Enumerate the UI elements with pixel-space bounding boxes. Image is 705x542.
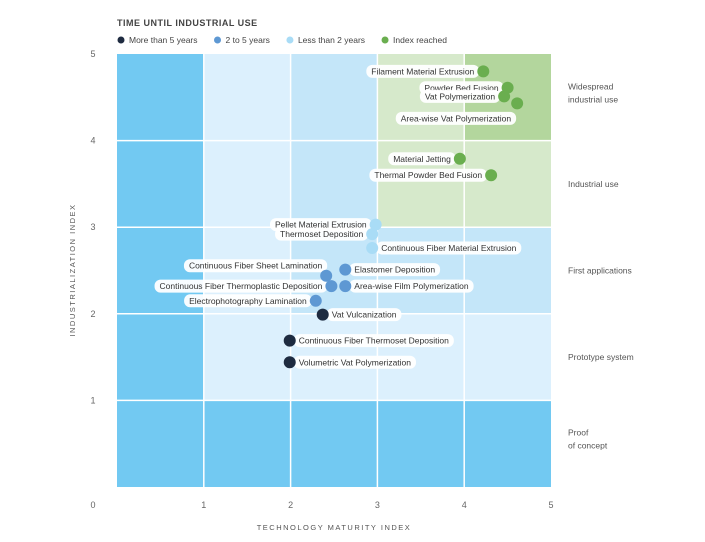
legend-label-reached: Index reached [393,35,447,45]
svg-text:Filament Material Extrusion: Filament Material Extrusion [371,66,474,76]
data-point-reached[interactable] [453,152,466,165]
svg-text:Vat Vulcanization: Vat Vulcanization [332,310,397,320]
svg-text:Continuous Fiber Thermoset Dep: Continuous Fiber Thermoset Deposition [299,336,449,346]
data-point-2to5[interactable] [339,280,352,293]
zone-cell [464,140,551,228]
point-markers [283,65,524,369]
point-label: Area-wise Film Polymerization [349,279,474,293]
legend-marker-lt2 [286,36,294,44]
zone-cell [464,227,551,314]
zone-cell [464,313,551,401]
zone-cell [464,400,551,487]
x-tick-label: 0 [90,500,95,510]
y-category-labels: Proof of concept Prototype system First app… [568,81,634,450]
data-point-2to5[interactable] [309,294,322,307]
x-tick-label: 2 [288,500,293,510]
x-tick-label: 3 [375,500,380,510]
x-axis-label: TECHNOLOGY MATURITY INDEX [257,523,412,532]
data-point-lt2[interactable] [366,228,379,241]
legend-label-2to5: 2 to 5 years [226,35,270,45]
svg-text:Vat Polymerization: Vat Polymerization [425,91,496,101]
zone-cell [203,400,291,487]
data-point-reached[interactable] [477,65,490,78]
data-point-gt5[interactable] [316,308,329,321]
point-label: Thermoset Deposition [275,227,369,241]
data-point-reached[interactable] [511,97,524,110]
y-category-label: First applications [568,266,632,276]
x-tick-label: 1 [201,500,206,510]
svg-text:Area-wise Film Polymerization: Area-wise Film Polymerization [354,281,469,291]
legend-label-gt5: More than 5 years [129,35,198,45]
x-tick-label: 5 [548,500,553,510]
point-label: Area-wise Vat Polymerization [395,111,517,125]
chart-title: TIME UNTIL INDUSTRIAL USE [117,18,258,28]
svg-text:Volumetric Vat Polymerization: Volumetric Vat Polymerization [299,357,412,367]
svg-text:Continuous Fiber Thermoplastic: Continuous Fiber Thermoplastic Depositio… [160,281,323,291]
zone-cell [290,140,378,228]
y-category-label: Industrial use [568,179,619,189]
point-label: Continuous Fiber Material Extrusion [376,241,522,255]
zone-cell [117,400,204,487]
point-label: Vat Vulcanization [326,308,402,322]
legend-marker-gt5 [117,36,125,44]
y-category-label: Widespread industrial use [568,81,618,104]
point-label: Volumetric Vat Polymerization [293,355,417,369]
svg-text:Powder Bed Fusion: Powder Bed Fusion [424,83,498,93]
data-point-2to5[interactable] [320,269,333,282]
axis-ticks: 0 1 2 3 4 5 1 2 3 4 5 [90,49,553,510]
zone-cell [377,400,465,487]
y-tick-label: 3 [90,222,95,232]
data-point-2to5[interactable] [325,280,338,293]
y-tick-label: 5 [90,49,95,59]
point-label: Continuous Fiber Sheet Lamination [183,259,328,273]
data-point-reached[interactable] [498,90,511,103]
point-label: Continuous Fiber Thermoplastic Depositio… [154,279,328,293]
point-label: Electrophotography Lamination [184,294,312,308]
legend-marker-reached [381,36,389,44]
svg-text:Elastomer Deposition: Elastomer Deposition [354,265,435,275]
y-axis-label: INDUSTRIALIZATION INDEX [68,203,77,336]
point-label: Material Jetting [388,152,456,166]
y-category-label: Prototype system [568,352,634,362]
zone-cell [203,54,291,141]
svg-text:Electrophotography Lamination: Electrophotography Lamination [189,296,307,306]
point-label: Filament Material Extrusion [366,64,480,78]
point-labels: Filament Material Extrusion Powder Bed Fu… [154,64,522,369]
zone-cell [203,140,291,228]
data-point-lt2[interactable] [366,241,379,254]
zone-cell [290,54,378,141]
point-label: Elastomer Deposition [349,263,441,277]
point-label: Thermal Powder Bed Fusion [369,168,488,182]
zone-cell [203,313,291,401]
svg-text:Thermoset Deposition: Thermoset Deposition [280,229,363,239]
svg-text:Area-wise Vat Polymerization: Area-wise Vat Polymerization [401,113,512,123]
data-point-lt2[interactable] [369,218,382,231]
zone-cell [117,140,204,228]
legend: More than 5 years 2 to 5 years Less than 2… [117,35,447,45]
zone-cell [290,400,378,487]
legend-label-lt2: Less than 2 years [298,35,365,45]
y-category-label: Proof of concept [568,428,608,451]
x-tick-label: 4 [462,500,467,510]
data-points: Filament Material Extrusion Powder Bed Fu… [154,64,524,369]
data-point-2to5[interactable] [339,263,352,276]
svg-text:Continuous Fiber Material Extr: Continuous Fiber Material Extrusion [381,243,516,253]
point-label: Vat Polymerization [419,89,501,103]
legend-marker-2to5 [214,36,222,44]
svg-text:Continuous Fiber Sheet Laminat: Continuous Fiber Sheet Lamination [189,261,323,271]
y-tick-label: 2 [90,309,95,319]
y-tick-label: 1 [90,395,95,405]
svg-text:Pellet Material Extrusion: Pellet Material Extrusion [275,220,367,230]
zone-cell [117,54,204,141]
data-point-gt5[interactable] [283,356,296,369]
zone-cell [117,313,204,401]
point-label: Continuous Fiber Thermoset Deposition [293,334,454,348]
data-point-gt5[interactable] [283,334,296,347]
data-point-reached[interactable] [485,169,498,182]
svg-text:Thermal Powder Bed Fusion: Thermal Powder Bed Fusion [374,170,482,180]
y-tick-label: 4 [90,136,95,146]
svg-text:Material Jetting: Material Jetting [393,154,451,164]
